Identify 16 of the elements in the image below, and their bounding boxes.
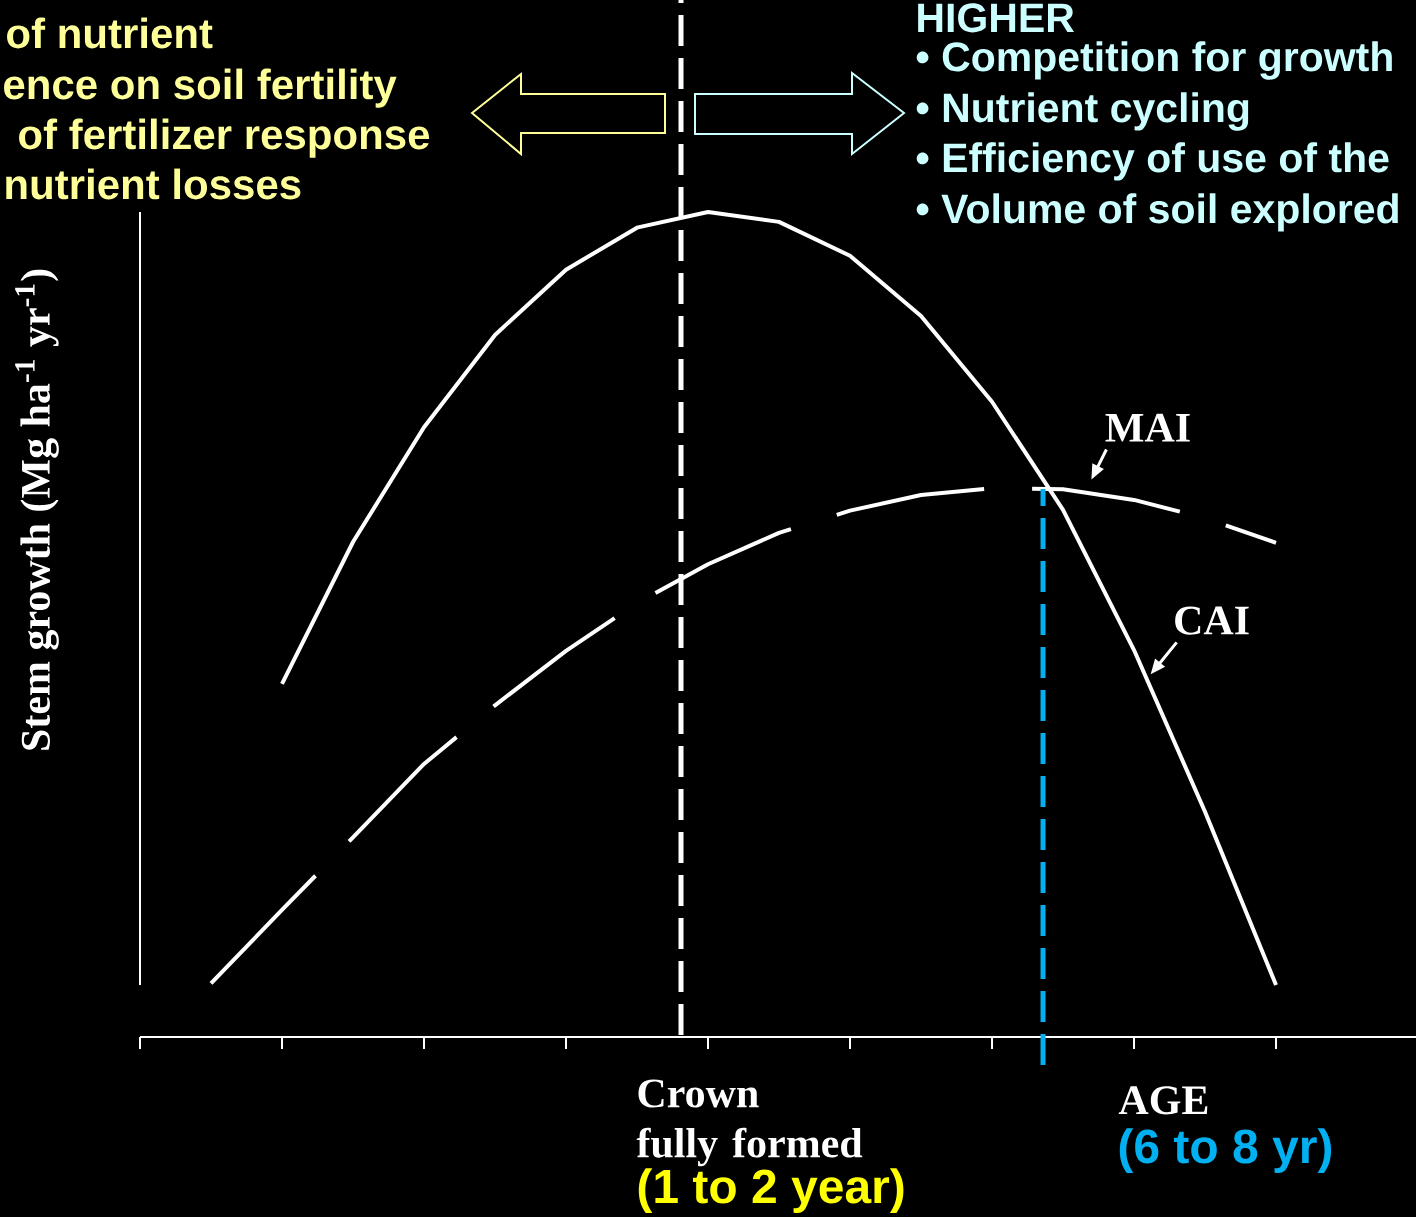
y-axis-title: Stem growth (Mg ha$^{-1}$ yr$^{-1}$): [15, 269, 59, 750]
text: • Competition for growth: [916, 41, 1392, 80]
text: of fertilizer response: [19, 118, 430, 158]
text: of nutrient: [7, 17, 213, 49]
text: • Efficiency of use of the: [916, 142, 1389, 181]
x-axis-title: AGE: [1118, 1086, 1208, 1115]
text: (1 to 2 year): [638, 1168, 904, 1213]
series-label: MAI: [1105, 413, 1190, 442]
series-label: CAI: [1175, 606, 1249, 635]
text: • Nutrient cycling: [916, 92, 1249, 131]
text: nutrient losses: [6, 168, 301, 200]
text: (6 to 8 yr): [1119, 1128, 1332, 1173]
text: ence on soil fertility: [4, 68, 397, 108]
text: HIGHER: [918, 3, 1075, 33]
annotation: • Volume of soil explored: [916, 193, 1398, 232]
text: Crown fully formed: [636, 1079, 863, 1167]
